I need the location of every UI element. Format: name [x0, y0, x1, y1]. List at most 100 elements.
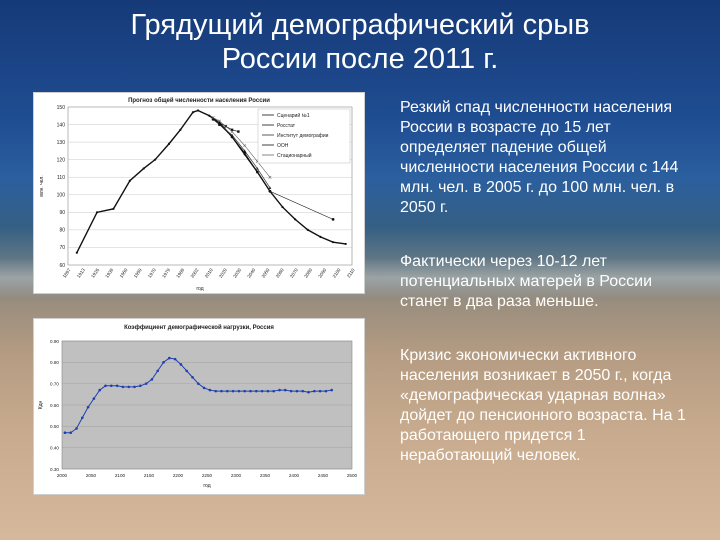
- chart-1-data-point: [237, 130, 240, 133]
- chart-1-x-tick-label: 2060: [275, 267, 285, 279]
- chart-2-x-tick-label: 2300: [231, 473, 242, 478]
- chart-1-y-tick-label: 90: [59, 210, 65, 216]
- chart-2-data-point: [150, 378, 154, 381]
- chart-1-y-axis-label: млн. чел.: [39, 175, 45, 196]
- chart-1-data-point: [268, 186, 272, 189]
- title-line-1: Грядущий демографический срыв: [130, 9, 590, 41]
- chart-2-y-tick-label: 0.50: [50, 424, 59, 429]
- dependency-ratio-chart: Коэффициент демографической нагрузки, Ро…: [33, 318, 365, 495]
- chart-2-data-point: [272, 389, 275, 393]
- chart-2-x-tick-label: 2050: [86, 473, 97, 478]
- chart-1-x-tick-label: 1913: [76, 267, 86, 279]
- chart-2-title: Коэффициент демографической нагрузки, Ро…: [124, 324, 274, 331]
- chart-2-x-tick-label: 2150: [144, 473, 155, 478]
- chart-1-legend-label: Росстат: [277, 123, 296, 129]
- chart-1-x-tick-label: 2030: [232, 267, 242, 279]
- chart-2-data-point: [81, 416, 84, 420]
- paragraph-3: Кризис экономически активного населения …: [400, 347, 686, 464]
- chart-1-title: Прогноз общей численности населения Росс…: [128, 97, 270, 104]
- paragraph-1: Резкий спад численности населения России…: [400, 99, 679, 216]
- paragraph-2: Фактически через 10-12 лет потенциальных…: [400, 253, 653, 310]
- chart-1-x-tick-label: 1959: [133, 267, 143, 279]
- chart-2-y-axis-label: Кдн: [38, 400, 44, 409]
- chart-2-data-point: [173, 357, 177, 361]
- chart-1-x-tick-label: 2070: [289, 267, 299, 279]
- title-line-2: России после 2011 г.: [221, 43, 499, 75]
- chart-2-data-point: [92, 397, 96, 400]
- chart-2-y-tick-label: 0.30: [50, 467, 59, 472]
- chart-2-x-tick-label: 2250: [202, 473, 213, 478]
- chart-1-data-point: [196, 109, 200, 112]
- chart-2-data-point: [144, 382, 148, 385]
- chart-2-data-point: [307, 390, 310, 394]
- chart-2-data-point: [121, 385, 125, 389]
- chart-1-x-tick-label: 2080: [303, 267, 313, 279]
- chart-2-x-tick-label: 2350: [260, 473, 271, 478]
- chart-1-legend-label: Стационарный: [277, 152, 312, 159]
- chart-2-data-point: [301, 389, 305, 393]
- chart-1-data-point: [112, 207, 115, 210]
- chart-1-data-point: [255, 166, 259, 170]
- chart-2-data-point: [249, 389, 252, 393]
- chart-2-data-point: [266, 389, 270, 393]
- chart-1-data-point: [230, 133, 234, 137]
- chart-1-data-point: [153, 158, 157, 161]
- chart-2-data-point: [133, 385, 136, 389]
- chart-1-data-point: [344, 242, 347, 246]
- chart-1-data-point: [306, 228, 309, 231]
- chart-1-y-tick-label: 150: [57, 105, 66, 111]
- chart-2-data-point: [179, 363, 183, 366]
- chart-2-data-point: [231, 389, 235, 393]
- chart-2-data-point: [214, 389, 217, 393]
- chart-2-data-point: [313, 389, 316, 393]
- chart-2-data-point: [115, 384, 119, 388]
- chart-2-data-point: [69, 431, 72, 435]
- chart-2-data-point: [127, 385, 130, 389]
- chart-2-data-point: [208, 388, 212, 392]
- chart-1-x-tick-label: 2040: [246, 267, 256, 279]
- chart-1-data-point: [95, 211, 99, 214]
- chart-1-data-point: [128, 179, 131, 182]
- chart-2-data-point: [162, 361, 165, 364]
- chart-1-data-point: [281, 205, 284, 209]
- chart-2-y-tick-label: 0.80: [50, 360, 59, 365]
- chart-2-data-point: [260, 389, 264, 393]
- chart-2-data-point: [202, 386, 206, 390]
- chart-2-x-tick-label: 2200: [173, 473, 184, 478]
- chart-1-x-axis-label: год: [196, 286, 203, 292]
- chart-2-data-point: [295, 389, 299, 393]
- chart-1-data-point: [243, 151, 247, 155]
- chart-2-y-tick-label: 0.90: [50, 339, 59, 344]
- chart-1-y-tick-label: 130: [57, 140, 66, 146]
- chart-1-data-point: [268, 175, 272, 179]
- chart-2-data-point: [197, 382, 200, 385]
- chart-2-x-tick-label: 2000: [57, 473, 68, 478]
- dependency-chart-svg: Коэффициент демографической нагрузки, Ро…: [38, 324, 358, 489]
- chart-1-data-point: [294, 218, 297, 221]
- chart-1-data-point: [319, 235, 322, 239]
- chart-2-data-point: [226, 389, 229, 393]
- population-forecast-chart: Прогноз общей численности населения Росс…: [33, 92, 365, 294]
- chart-1-data-point: [142, 167, 145, 170]
- chart-1-series-line: [213, 117, 271, 178]
- chart-1-legend: [257, 108, 351, 164]
- chart-1-x-tick-label: 2090: [317, 267, 327, 279]
- chart-1-x-tick-label: 1989: [175, 267, 185, 279]
- chart-2-data-point: [278, 388, 281, 392]
- chart-1-y-tick-label: 100: [57, 193, 66, 199]
- chart-2-data-point: [104, 384, 107, 388]
- slide-title: Грядущий демографический срыв России пос…: [60, 8, 660, 76]
- chart-1-x-tick-label: 1939: [104, 267, 114, 279]
- chart-2-data-point: [191, 375, 194, 379]
- chart-2-data-point: [75, 427, 78, 430]
- chart-1-x-tick-label: 1897: [62, 267, 72, 279]
- chart-1-data-point: [211, 116, 215, 120]
- chart-1-data-point: [230, 130, 234, 134]
- chart-2-y-tick-label: 0.60: [50, 403, 59, 408]
- chart-2-y-tick-label: 0.40: [50, 445, 59, 450]
- chart-1-data-point: [331, 241, 335, 244]
- chart-1-data-point: [191, 111, 195, 114]
- chart-2-data-point: [185, 369, 188, 373]
- chart-2-data-point: [330, 388, 334, 392]
- chart-2-data-point: [63, 431, 67, 435]
